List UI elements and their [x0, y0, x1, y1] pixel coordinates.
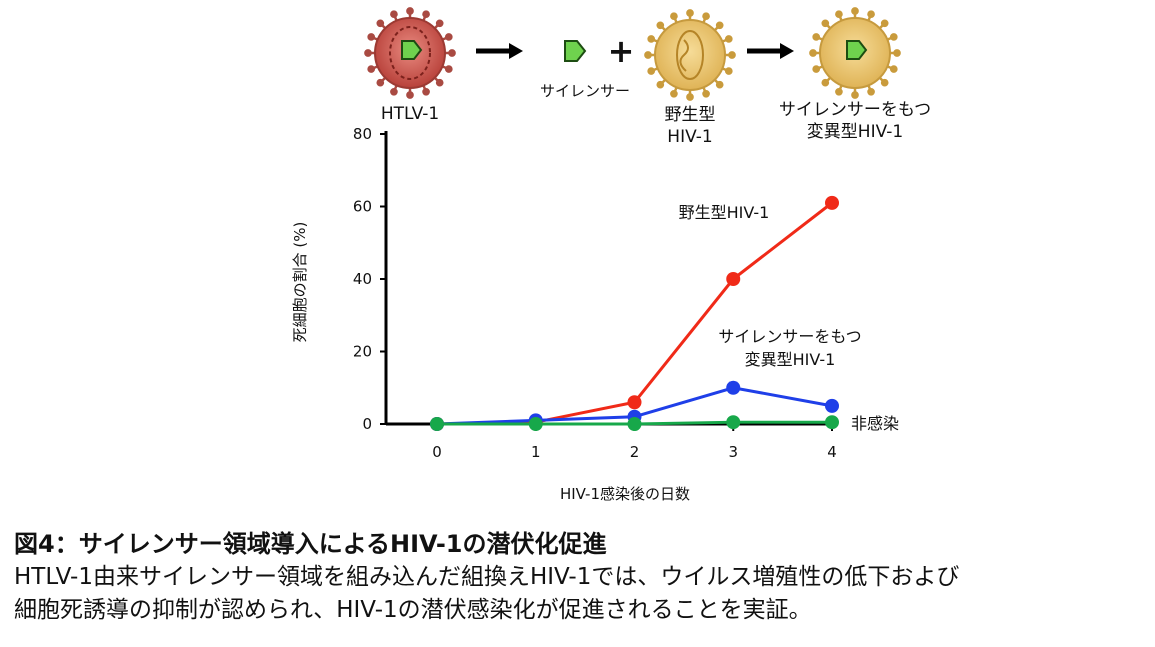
caption-line-1: HTLV-1由来サイレンサー領域を組み込んだ組換えHIV-1では、ウイルス増殖性…: [14, 564, 960, 590]
x-tick-label: 2: [630, 443, 640, 461]
mutant-hiv1-label-line1: サイレンサーをもつ: [779, 100, 931, 120]
figure: HTLV-1 サイレンサー + 野生型 HIV-1 サイレンサーをもつ 変異型H…: [291, 7, 931, 503]
wild-hiv1-point: [627, 395, 642, 410]
plus-sign: +: [608, 32, 635, 70]
silencer-icon: [564, 40, 587, 62]
silencer-label: サイレンサー: [540, 82, 630, 100]
arrow-1-icon: [476, 43, 523, 59]
x-tick-label: 4: [827, 443, 837, 461]
x-tick-label: 1: [531, 443, 541, 461]
line-chart: 0 20 40 60 80 0 1 2 3 4 野生型HIV-1 サイレンサーをもつ変異型HIV-…: [353, 125, 899, 461]
uninfected-point: [430, 417, 444, 431]
uninfected-point: [627, 417, 642, 431]
mutant-hiv1-point: [825, 398, 839, 413]
caption-line-2: 細胞死誘導の抑制が認められ、HIV-1の潜伏感染化が促進されることを実証。: [14, 597, 812, 623]
y-tick-label: 40: [353, 270, 372, 288]
mutant-hiv1-series-label-line2: 変異型HIV-1: [745, 350, 836, 369]
mutant-hiv1-label-line2: 変異型HIV-1: [807, 122, 903, 142]
uninfected-point: [726, 415, 741, 430]
y-tick-label: 0: [362, 415, 372, 433]
y-tick-label: 20: [353, 343, 372, 361]
arrow-2-icon: [747, 43, 794, 59]
y-axis-title: 死細胞の割合 (%): [291, 222, 309, 343]
caption-body: HTLV-1由来サイレンサー領域を組み込んだ組換えHIV-1では、ウイルス増殖性…: [14, 561, 959, 627]
wild-hiv1-point: [825, 195, 839, 210]
mutant-hiv1-point: [726, 380, 741, 395]
wild-hiv1-series-line: [436, 201, 833, 426]
htlv1-label: HTLV-1: [381, 104, 439, 124]
uninfected-series-label: 非感染: [851, 414, 899, 433]
y-tick-label: 80: [353, 125, 372, 143]
mutant-hiv1-virus-icon: [809, 7, 901, 99]
mutant-hiv1-series-label-line1: サイレンサーをもつ: [718, 327, 861, 346]
htlv1-virus-icon: [364, 7, 456, 99]
wild-hiv1-label-line1: 野生型: [665, 105, 716, 125]
wild-hiv1-series-label: 野生型HIV-1: [679, 203, 770, 222]
wild-hiv1-label-line2: HIV-1: [667, 127, 712, 147]
y-tick-label: 60: [353, 198, 372, 216]
x-tick-label: 3: [728, 443, 738, 461]
uninfected-point: [825, 415, 839, 430]
x-axis-title: HIV-1感染後の日数: [560, 485, 690, 503]
wild-hiv1-point: [726, 272, 741, 286]
x-tick-label: 0: [432, 443, 442, 461]
uninfected-point: [528, 417, 543, 431]
caption-title: 図4：サイレンサー領域導入によるHIV-1の潜伏化促進: [14, 530, 607, 558]
wild-hiv1-virus-icon: [644, 9, 736, 101]
